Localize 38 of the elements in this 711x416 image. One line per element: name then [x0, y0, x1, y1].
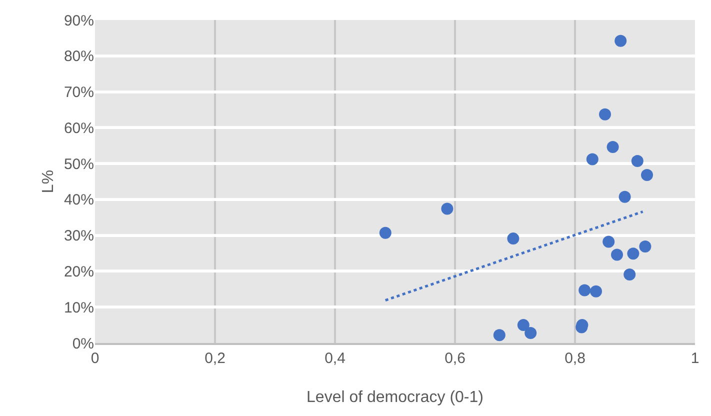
point — [606, 141, 619, 154]
x-tick-label: 0 — [90, 350, 100, 367]
y-tick-label: 0% — [72, 335, 94, 352]
point — [493, 329, 506, 342]
y-tick-label: 90% — [64, 12, 94, 30]
x-tick-label: 1 — [690, 350, 700, 367]
y-tick-label: 20% — [64, 263, 94, 280]
point — [602, 236, 615, 248]
y-tick-label: 80% — [64, 48, 94, 66]
x-tick-label: 0,4 — [324, 350, 346, 367]
point — [586, 153, 598, 166]
y-axis-title: L% — [40, 170, 57, 194]
point — [507, 232, 520, 245]
point — [590, 285, 602, 298]
x-tick-label: 0,6 — [444, 350, 466, 367]
point — [627, 248, 640, 260]
point — [379, 226, 392, 239]
point — [517, 319, 530, 332]
point — [614, 34, 627, 47]
y-tick-label: 30% — [64, 228, 94, 245]
x-tick-label: 0,2 — [204, 350, 226, 367]
y-tick-label: 70% — [64, 84, 94, 102]
y-tick-label: 50% — [64, 156, 94, 173]
y-tick-label: 10% — [64, 299, 94, 316]
y-tick-label: 40% — [64, 192, 94, 209]
point — [441, 202, 454, 215]
point — [639, 240, 652, 252]
point — [599, 108, 611, 120]
point — [611, 248, 623, 261]
x-axis-title: Level of democracy (0-1) — [306, 389, 484, 406]
point — [618, 190, 631, 203]
point — [524, 326, 537, 339]
y-tick-label: 60% — [64, 120, 94, 137]
x-tick-label: 0,8 — [564, 350, 586, 367]
point — [631, 155, 644, 168]
point — [578, 284, 591, 296]
point — [624, 268, 636, 280]
point — [641, 169, 653, 182]
